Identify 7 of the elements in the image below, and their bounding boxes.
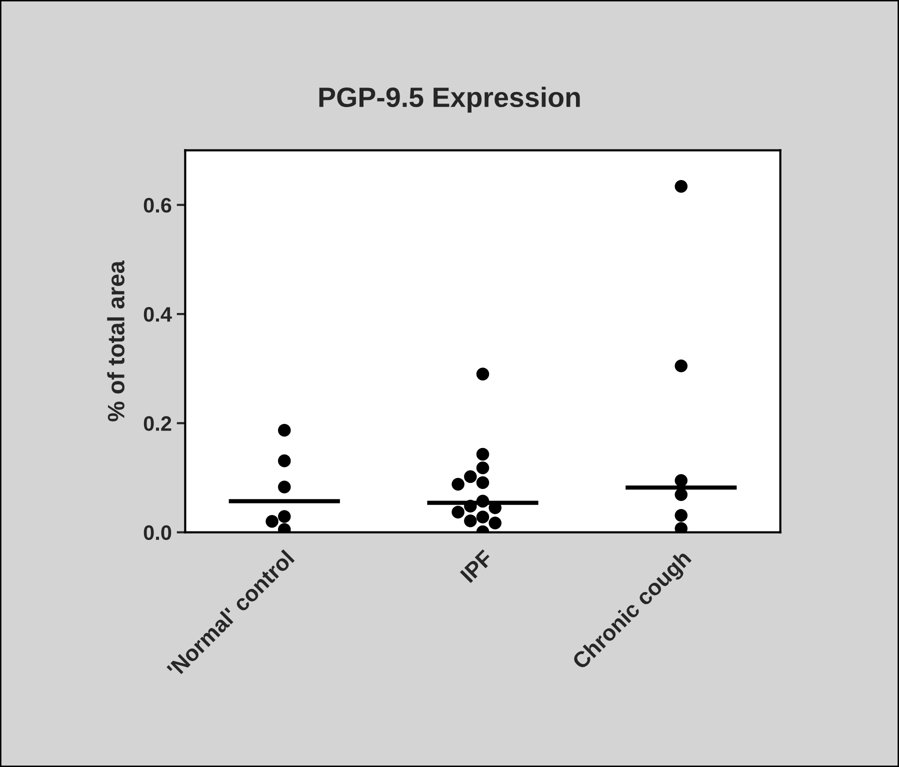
chart-title: PGP-9.5 Expression	[319, 86, 580, 113]
y-tick-label: 0.2	[144, 416, 172, 431]
x-tick-label: IPF	[460, 549, 494, 584]
y-axis-title: % of total area	[107, 260, 124, 422]
y-tick-label: 0.6	[144, 198, 172, 213]
y-tick-label: 0.4	[144, 307, 172, 322]
y-tick-label: 0.0	[144, 525, 172, 540]
